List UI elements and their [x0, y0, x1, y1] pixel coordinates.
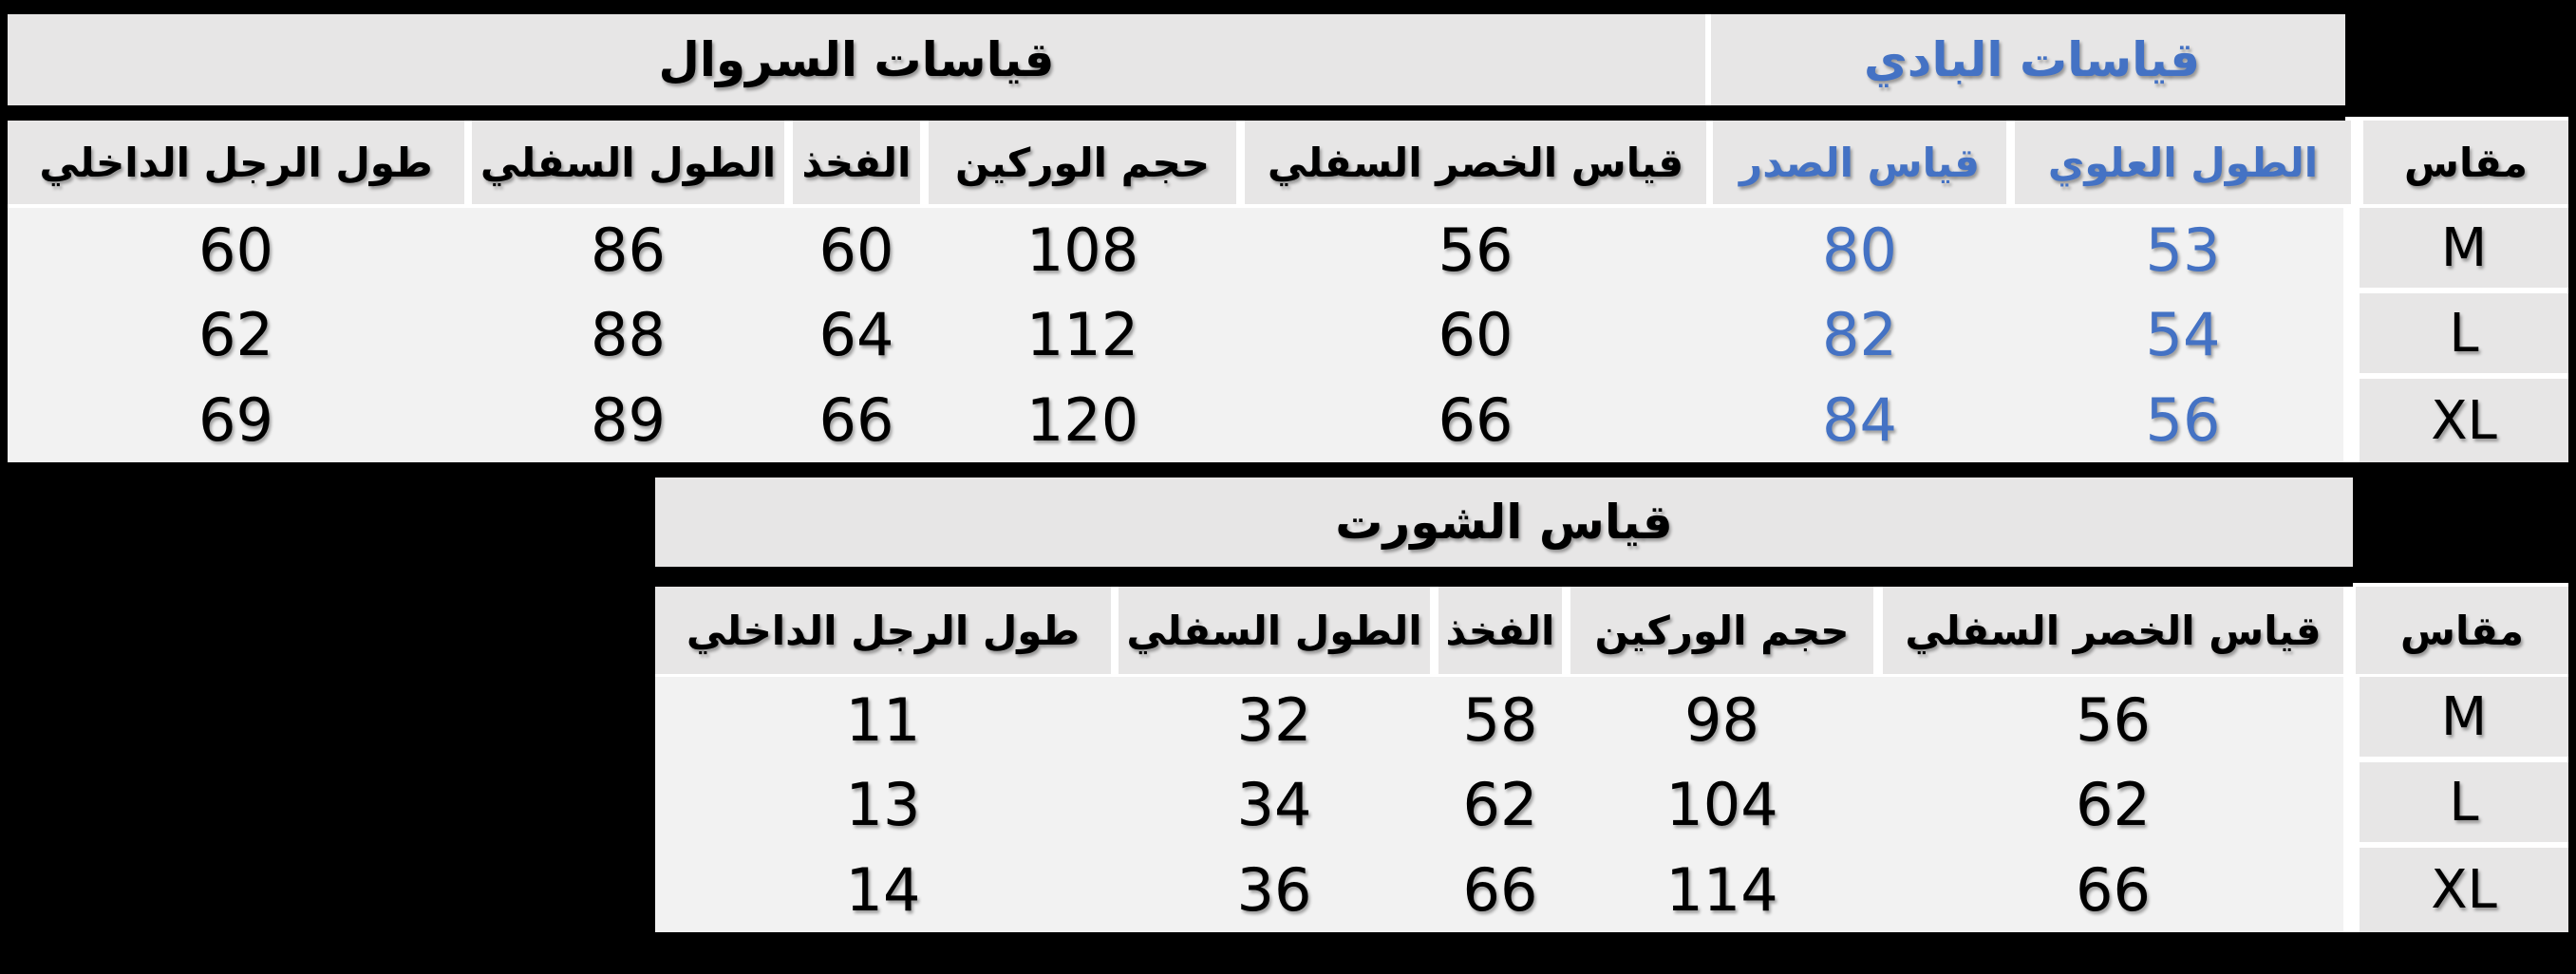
shorts-value-m-thigh: 58 [1462, 684, 1538, 755]
pants-value-xl-chest: 84 [1822, 384, 1897, 455]
shorts-value-xl-lower-waist: 66 [2076, 854, 2151, 925]
shorts-value-l-thigh: 62 [1462, 770, 1538, 839]
shorts-header-thigh: الفخذ [1438, 587, 1562, 674]
pants-value-m-inseam: 60 [198, 215, 273, 285]
pants-value-l-inseam: 62 [198, 300, 273, 369]
pants-header-upper-length: الطول العلوي [2015, 121, 2351, 204]
pants-title-gap [8, 105, 2345, 121]
pants-value-l-upper-length: 54 [2145, 300, 2221, 369]
pants-value-m-upper-length: 53 [2145, 215, 2221, 285]
pants-value-xl-lower-length: 89 [591, 384, 666, 455]
pants-header-thigh: الفخذ [793, 121, 920, 204]
shorts-header-inseam: طول الرجل الداخلي [655, 587, 1111, 674]
shorts-value-xl-inseam: 14 [845, 854, 921, 925]
shorts-table: قياس الشورت طول الرجل الداخلي الطول السف… [655, 478, 2568, 932]
pants-size-m: M [2360, 208, 2568, 288]
pants-value-xl-upper-length: 56 [2145, 384, 2221, 455]
shorts-size-m: M [2360, 677, 2568, 757]
pants-header-inseam: طول الرجل الداخلي [8, 121, 464, 204]
pants-header-hips: حجم الوركين [929, 121, 1236, 204]
pants-title-black-filler [2345, 14, 2568, 117]
pants-header-chest: قياس الصدر [1713, 121, 2006, 204]
pants-size-xl: XL [2360, 379, 2568, 462]
pants-value-l-chest: 82 [1822, 300, 1897, 369]
shorts-title-black-filler [2353, 478, 2568, 583]
pants-size-l: L [2360, 293, 2568, 373]
pants-value-m-chest: 80 [1822, 215, 1897, 285]
pants-value-m-lower-waist: 56 [1438, 215, 1514, 285]
pants-data-band [8, 208, 2343, 462]
pants-value-l-lower-length: 88 [591, 300, 666, 369]
pants-value-l-lower-waist: 60 [1438, 300, 1514, 369]
shorts-table-title: قياس الشورت [655, 478, 2353, 567]
shorts-header-lower-waist: قياس الخصر السفلي [1883, 587, 2343, 674]
pants-header-lower-waist: قياس الخصر السفلي [1245, 121, 1706, 204]
pants-value-l-hips: 112 [1025, 300, 1139, 369]
body-measurements-title: قياسات البادي [1711, 14, 2353, 105]
shorts-size-xl: XL [2360, 848, 2568, 932]
shorts-size-l: L [2360, 762, 2568, 842]
pants-table: قياسات السروال قياسات البادي طول الرجل ا… [8, 14, 2568, 462]
shorts-value-m-lower-waist: 56 [2076, 684, 2151, 755]
shorts-data-band [655, 677, 2343, 932]
shorts-value-m-hips: 98 [1684, 684, 1759, 755]
pants-value-l-thigh: 64 [818, 300, 894, 369]
shorts-value-xl-hips: 114 [1665, 854, 1778, 925]
shorts-header-size: مقاس [2356, 587, 2568, 674]
shorts-header-lower-length: الطول السفلي [1119, 587, 1430, 674]
pants-value-xl-inseam: 69 [198, 384, 273, 455]
pants-table-title: قياسات السروال [8, 14, 1705, 105]
pants-value-xl-lower-waist: 66 [1438, 384, 1514, 455]
shorts-value-xl-thigh: 66 [1462, 854, 1538, 925]
shorts-value-l-lower-waist: 62 [2076, 770, 2151, 839]
pants-header-lower-length: الطول السفلي [472, 121, 784, 204]
pants-value-m-lower-length: 86 [591, 215, 666, 285]
pants-header-size: مقاس [2363, 121, 2568, 204]
pants-value-xl-thigh: 66 [818, 384, 894, 455]
shorts-value-l-inseam: 13 [845, 770, 921, 839]
shorts-value-m-inseam: 11 [845, 684, 921, 755]
pants-value-m-hips: 108 [1025, 215, 1139, 285]
shorts-value-l-hips: 104 [1665, 770, 1778, 839]
shorts-header-hips: حجم الوركين [1570, 587, 1873, 674]
shorts-title-gap [655, 567, 2353, 587]
shorts-value-l-lower-length: 34 [1236, 770, 1312, 839]
shorts-value-xl-lower-length: 36 [1236, 854, 1312, 925]
pants-value-xl-hips: 120 [1025, 384, 1139, 455]
pants-value-m-thigh: 60 [818, 215, 894, 285]
shorts-value-m-lower-length: 32 [1236, 684, 1312, 755]
